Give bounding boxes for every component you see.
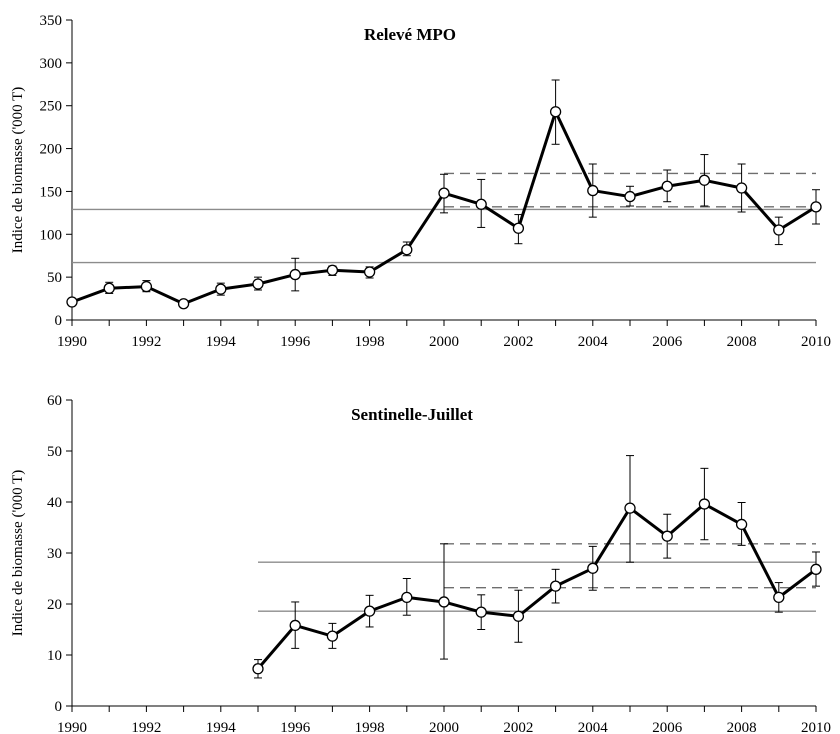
- data-point: [512, 610, 525, 622]
- y-tick-label: 30: [47, 546, 62, 562]
- x-tick-label: 2004: [578, 334, 609, 350]
- chart-1: 0 50 100 150 200 250 300 350 1990 1992 1994 1996 199…: [10, 13, 831, 350]
- data-point: [289, 268, 301, 281]
- x-tick-label: 2000: [429, 720, 459, 734]
- data-point: [252, 663, 264, 675]
- chart-2: 0 10 20 30 40 50 60 1990 1992 1994 1996 1998 2000 200…: [10, 393, 831, 734]
- y-tick-label: 10: [47, 648, 62, 664]
- y-tick-label: 100: [40, 227, 63, 243]
- x-tick-label: 2010: [801, 720, 831, 734]
- data-point: [140, 280, 153, 293]
- data-point: [587, 562, 599, 574]
- y-tick-label: 50: [47, 444, 62, 460]
- data-point: [810, 563, 822, 575]
- y-tick-label: 60: [47, 393, 62, 409]
- data-point: [549, 106, 562, 118]
- x-tick-label: 2006: [652, 720, 683, 734]
- series-line: [256, 502, 817, 670]
- data-point: [475, 606, 487, 618]
- data-point: [103, 282, 115, 294]
- data-point: [698, 498, 711, 510]
- y-tick-label: 250: [40, 99, 63, 115]
- data-point: [624, 190, 636, 203]
- x-tick-label: 1992: [131, 720, 161, 734]
- x-tick-label: 1996: [280, 720, 311, 734]
- data-point: [773, 224, 785, 236]
- x-tick-label: 2010: [801, 334, 831, 350]
- x-tick-label: 1998: [355, 334, 385, 350]
- chart-title: Relevé MPO: [364, 25, 456, 44]
- y-tick-label: 300: [40, 56, 63, 72]
- x-tick-label: 1992: [131, 334, 161, 350]
- data-point: [810, 201, 822, 213]
- data-point: [438, 596, 450, 608]
- data-point: [475, 198, 487, 210]
- data-point: [512, 222, 525, 234]
- x-tick-label: 1990: [57, 720, 87, 734]
- x-tick-label: 1996: [280, 334, 311, 350]
- data-point: [289, 619, 301, 632]
- y-tick-label: 150: [40, 184, 63, 200]
- x-tick-label: 2002: [503, 334, 533, 350]
- data-point: [438, 187, 450, 199]
- data-point: [587, 184, 599, 197]
- x-tick-label: 2000: [429, 334, 459, 350]
- data-point: [401, 244, 413, 256]
- y-tick-label: 200: [40, 142, 63, 158]
- data-point: [326, 630, 339, 642]
- data-point: [363, 605, 376, 617]
- x-tick-label: 1998: [355, 720, 385, 734]
- data-point: [549, 580, 562, 592]
- data-point: [401, 591, 413, 604]
- data-point: [252, 278, 264, 290]
- data-point: [735, 518, 748, 531]
- data-point: [363, 266, 376, 278]
- data-point: [215, 283, 227, 295]
- x-tick-label: 2004: [578, 720, 609, 734]
- y-tick-label: 0: [55, 313, 63, 329]
- y-tick-label: 50: [47, 270, 62, 286]
- x-tick-label: 2008: [727, 720, 757, 734]
- chart-title: Sentinelle-Juillet: [351, 405, 473, 424]
- x-tick-label: 1994: [206, 720, 237, 734]
- data-point: [326, 264, 339, 276]
- data-point: [698, 174, 711, 186]
- x-tick-label: 2002: [503, 720, 533, 734]
- x-tick-label: 2008: [727, 334, 757, 350]
- data-point: [735, 182, 748, 194]
- y-tick-label: 20: [47, 597, 62, 613]
- y-tick-label: 40: [47, 495, 62, 511]
- data-point: [177, 298, 190, 310]
- y-tick-label: 0: [55, 699, 63, 715]
- data-point: [773, 591, 785, 604]
- x-tick-label: 2006: [652, 334, 683, 350]
- y-tick-label: 350: [40, 13, 63, 29]
- data-point: [661, 530, 673, 542]
- data-point: [66, 296, 78, 308]
- x-tick-label: 1994: [206, 334, 237, 350]
- x-tick-label: 1990: [57, 334, 87, 350]
- data-point: [661, 180, 673, 192]
- data-point: [624, 502, 636, 514]
- y-axis-label: Indice de biomasse ('000 T): [10, 87, 26, 254]
- y-axis-label: Indice de biomasse ('000 T): [10, 470, 26, 637]
